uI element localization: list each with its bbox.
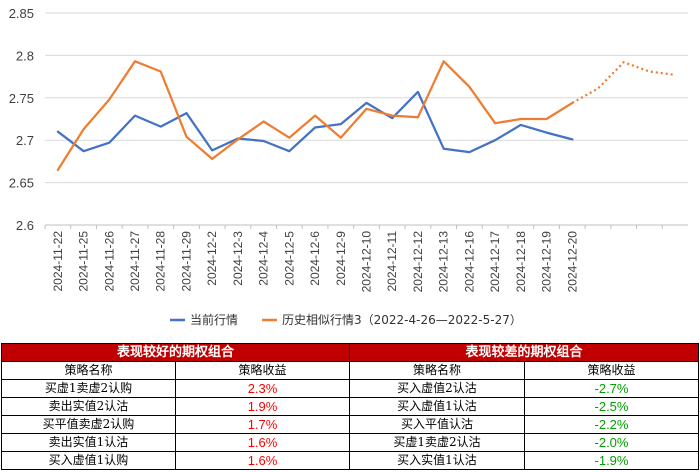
- strategy-name: 买平值卖虚2认购: [1, 415, 176, 434]
- strategy-name: 卖出实值2认沽: [1, 397, 176, 416]
- x-tick-label: 2024-12-12: [411, 231, 425, 293]
- worst-col-return-header: 策略收益: [523, 361, 700, 380]
- strategy-name: 买入平值认沽: [349, 415, 525, 434]
- strategy-name: 卖出实值1认沽: [1, 433, 176, 452]
- series-line-2: [571, 61, 676, 104]
- strategy-return: -1.9%: [523, 451, 700, 470]
- strategy-name: 买入虚值1认购: [1, 451, 176, 470]
- table-row: 买入实值1认沽 -1.9%: [349, 451, 700, 470]
- x-tick-label: 2024-12-18: [514, 231, 528, 293]
- y-tick-label: 2.6: [16, 218, 34, 233]
- series-line-0: [56, 90, 574, 154]
- x-tick-label: 2024-11-27: [128, 231, 142, 292]
- legend-label-historical: 历史相似行情3（2022-4-26—2022-5-27）: [282, 313, 522, 327]
- strategy-name: 买虚1卖虚2认沽: [349, 433, 525, 452]
- strategy-name: 买虚1卖虚2认购: [1, 379, 176, 398]
- y-tick-label: 2.8: [16, 48, 34, 63]
- x-tick-label: 2024-12-3: [231, 231, 245, 286]
- x-tick-label: 2024-11-29: [179, 231, 193, 292]
- options-tables: 表现较好的期权组合 策略名称 策略收益 买虚1卖虚2认购 2.3% 卖出实值2认…: [0, 343, 700, 470]
- table-row: 买虚1卖虚2认购 2.3%: [1, 379, 351, 398]
- best-col-name-header: 策略名称: [1, 361, 176, 380]
- x-tick-label: 2024-12-6: [308, 231, 322, 286]
- strategy-return: 1.6%: [174, 451, 351, 470]
- x-tick-label: 2024-12-11: [385, 231, 399, 292]
- legend-label-current: 当前行情: [190, 312, 238, 327]
- y-tick-label: 2.7: [16, 133, 34, 148]
- x-tick-label: 2024-12-17: [488, 231, 502, 293]
- x-tick-label: 2024-12-19: [540, 231, 554, 293]
- x-tick-label: 2024-12-2: [205, 231, 219, 286]
- table-row: 买入虚值1认沽 -2.5%: [349, 397, 700, 416]
- table-row: 买虚1卖虚2认沽 -2.0%: [349, 433, 700, 452]
- x-tick-label: 2024-11-25: [77, 231, 91, 292]
- strategy-name: 买入虚值1认沽: [349, 397, 525, 416]
- x-tick-label: 2024-12-10: [360, 231, 374, 293]
- table-row: 买平值卖虚2认购 1.7%: [1, 415, 351, 434]
- x-tick-label: 2024-12-4: [257, 231, 271, 286]
- table-row: 买入平值认沽 -2.2%: [349, 415, 700, 434]
- strategy-return: -2.2%: [523, 415, 700, 434]
- x-tick-label: 2024-12-9: [334, 231, 348, 286]
- x-tick-label: 2024-12-5: [282, 231, 296, 286]
- y-tick-label: 2.65: [9, 176, 34, 191]
- x-axis-ticks: 2024-11-22 2024-11-25 2024-11-26 2024-11-27…: [44, 225, 663, 293]
- y-tick-label: 2.85: [9, 6, 34, 21]
- x-tick-label: 2024-12-16: [462, 231, 476, 293]
- x-tick-label: 2024-11-22: [51, 231, 65, 292]
- strategy-return: -2.7%: [523, 379, 700, 398]
- legend: 当前行情 历史相似行情3（2022-4-26—2022-5-27）: [170, 312, 522, 327]
- series-line-1: [56, 60, 574, 172]
- table-row: 买入虚值1认购 1.6%: [1, 451, 351, 470]
- line-chart: 2.62.652.72.752.82.85 2024-11-22 2024-11-…: [9, 6, 688, 327]
- table-row: 卖出实值2认沽 1.9%: [1, 397, 351, 416]
- best-table-title: 表现较好的期权组合: [0, 343, 351, 362]
- y-axis-ticks: 2.6 2.65 2.7 2.75 2.8 2.85: [9, 6, 34, 233]
- y-tick-label: 2.75: [9, 91, 34, 106]
- gridlines: [45, 12, 688, 226]
- best-col-return-header: 策略收益: [174, 361, 351, 380]
- table-row: 买入虚值2认沽 -2.7%: [349, 379, 700, 398]
- strategy-return: -2.5%: [523, 397, 700, 416]
- best-strategies-table: 表现较好的期权组合 策略名称 策略收益 买虚1卖虚2认购 2.3% 卖出实值2认…: [0, 343, 351, 470]
- strategy-return: 1.7%: [174, 415, 351, 434]
- worst-col-name-header: 策略名称: [349, 361, 525, 380]
- series-lines: [56, 60, 676, 172]
- x-tick-label: 2024-12-13: [437, 231, 451, 293]
- strategy-return: 1.6%: [174, 433, 351, 452]
- table-row: 卖出实值1认沽 1.6%: [1, 433, 351, 452]
- x-tick-label: 2024-11-26: [102, 231, 116, 292]
- strategy-name: 买入虚值2认沽: [349, 379, 525, 398]
- x-tick-label: 2024-12-20: [565, 231, 579, 293]
- strategy-return: -2.0%: [523, 433, 700, 452]
- worst-table-title: 表现较差的期权组合: [348, 343, 700, 362]
- x-tick-label: 2024-11-28: [154, 231, 168, 292]
- strategy-return: 2.3%: [174, 379, 351, 398]
- worst-strategies-table: 表现较差的期权组合 策略名称 策略收益 买入虚值2认沽 -2.7% 买入虚值1认…: [348, 343, 700, 470]
- strategy-return: 1.9%: [174, 397, 351, 416]
- strategy-name: 买入实值1认沽: [349, 451, 525, 470]
